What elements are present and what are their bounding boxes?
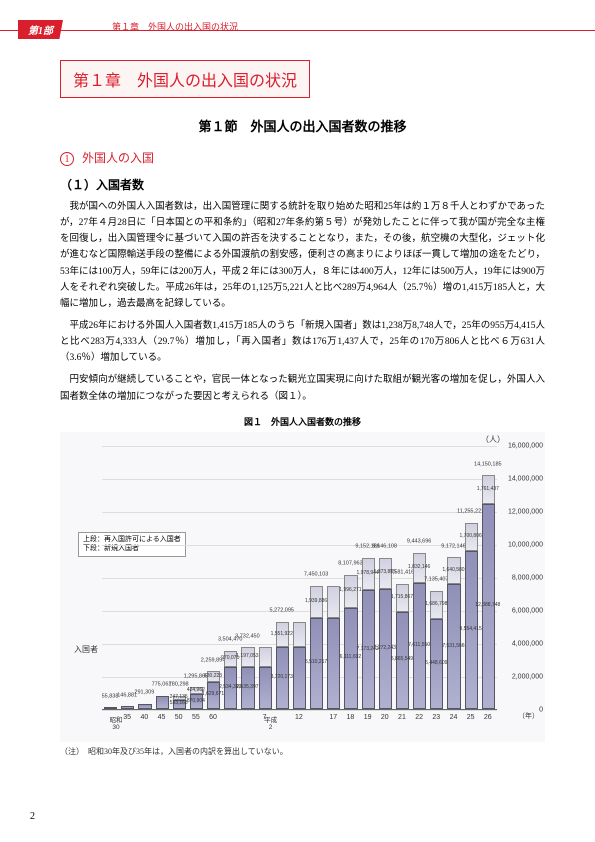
body-paragraph-2: 平成26年における外国人入国者数1,415万185人のうち「新規入国者」数は1,… [60, 318, 545, 366]
bar-segment-reentry [293, 622, 306, 648]
main-content: 第１章 外国人の出入国の状況 第１節 外国人の出入国者数の推移 1外国人の入国 … [60, 60, 545, 757]
subsubsection-heading: （１）入国者数 [60, 176, 545, 193]
y-tick-label: 12,000,000 [501, 508, 543, 515]
body-paragraph-1: 我が国への外国人入国者数は，出入国管理に関する統計を取り始めた昭和25年は約１万… [60, 199, 545, 312]
x-era-label: 平成 2 [259, 714, 283, 731]
bar-segment-new [104, 707, 117, 709]
bar-segment-new [138, 704, 151, 709]
entrant-axis-label: 入国者 [74, 644, 98, 655]
x-tick-label: 12 [290, 714, 308, 721]
bar-total-label: 14,150,185 [468, 462, 508, 468]
subsection-heading: 1 外国人の入国 [60, 149, 545, 166]
y-tick-label: 8,000,000 [501, 574, 543, 581]
x-tick-label: 45 [153, 714, 171, 721]
gridline [102, 512, 497, 513]
gridline [102, 446, 497, 447]
y-tick-label: 10,000,000 [501, 541, 543, 548]
circled-number: 1 [60, 152, 74, 166]
chart-footnote: （注） 昭和30年及び35年は，入国者の内訳を算出していない。 [60, 746, 545, 757]
chapter-title: 第１章 外国人の出入国の状況 [60, 60, 310, 98]
y-tick-label: 16,000,000 [501, 442, 543, 449]
x-tick-label: 55 [187, 714, 205, 721]
page-number: 2 [30, 811, 35, 822]
bar-total-label: 7,450,103 [296, 573, 336, 579]
x-tick-label: 25 [462, 714, 480, 721]
section-title: 第１節 外国人の出入国者数の推移 [60, 116, 545, 135]
y-tick-label: 2,000,000 [501, 673, 543, 680]
gridline [102, 710, 497, 711]
x-tick-label: 20 [376, 714, 394, 721]
x-tick-label: 23 [427, 714, 445, 721]
bar-segment-reentry [259, 647, 272, 667]
bar-segment-new [293, 647, 306, 708]
x-tick-label: 26 [479, 714, 497, 721]
header-breadcrumb: 第１章 外国人の出入国の状況 [112, 20, 238, 33]
x-tick-label: 50 [170, 714, 188, 721]
x-tick-label: 24 [444, 714, 462, 721]
x-tick-label: 19 [359, 714, 377, 721]
x-tick-label: 17 [324, 714, 342, 721]
y-tick-label: 0 [501, 706, 543, 713]
page-header: 第1部 第１章 外国人の出入国の状況 [0, 20, 595, 38]
x-era-label: 昭和 30 [104, 714, 128, 731]
x-tick-label: 40 [135, 714, 153, 721]
header-rule [0, 30, 595, 31]
bar-reentry-value: 1,761,437 [468, 487, 508, 492]
y-tick-label: 4,000,000 [501, 640, 543, 647]
x-tick-label: 21 [393, 714, 411, 721]
figure-title: 図１ 外国人入国者数の推移 [60, 415, 545, 428]
y-tick-label: 14,000,000 [501, 475, 543, 482]
x-tick-label: 18 [341, 714, 359, 721]
bar-new-value: 12,388,748 [468, 603, 508, 608]
chart-plot-area: （年） 02,000,0004,000,0006,000,0008,000,00… [102, 446, 497, 710]
part-tab: 第1部 [18, 20, 63, 39]
body-paragraph-3: 円安傾向が継続していることや，官民一体となった観光立国実現に向けた取組が観光客の… [60, 372, 545, 404]
bar-segment-new [121, 706, 134, 708]
x-tick-label: 60 [204, 714, 222, 721]
x-tick-label: 22 [410, 714, 428, 721]
gridline [102, 479, 497, 480]
bar-chart: （人） 上段：再入国許可による入国者 下段：新規入国者 入国者 （年） 02,0… [60, 432, 545, 742]
bar-total-label: 9,146,108 [365, 545, 405, 551]
bar-total-label: 5,272,095 [262, 609, 302, 615]
bar-segment-new [327, 618, 340, 709]
bar-segment-new [259, 667, 272, 709]
subsection-label: 外国人の入国 [82, 151, 154, 165]
